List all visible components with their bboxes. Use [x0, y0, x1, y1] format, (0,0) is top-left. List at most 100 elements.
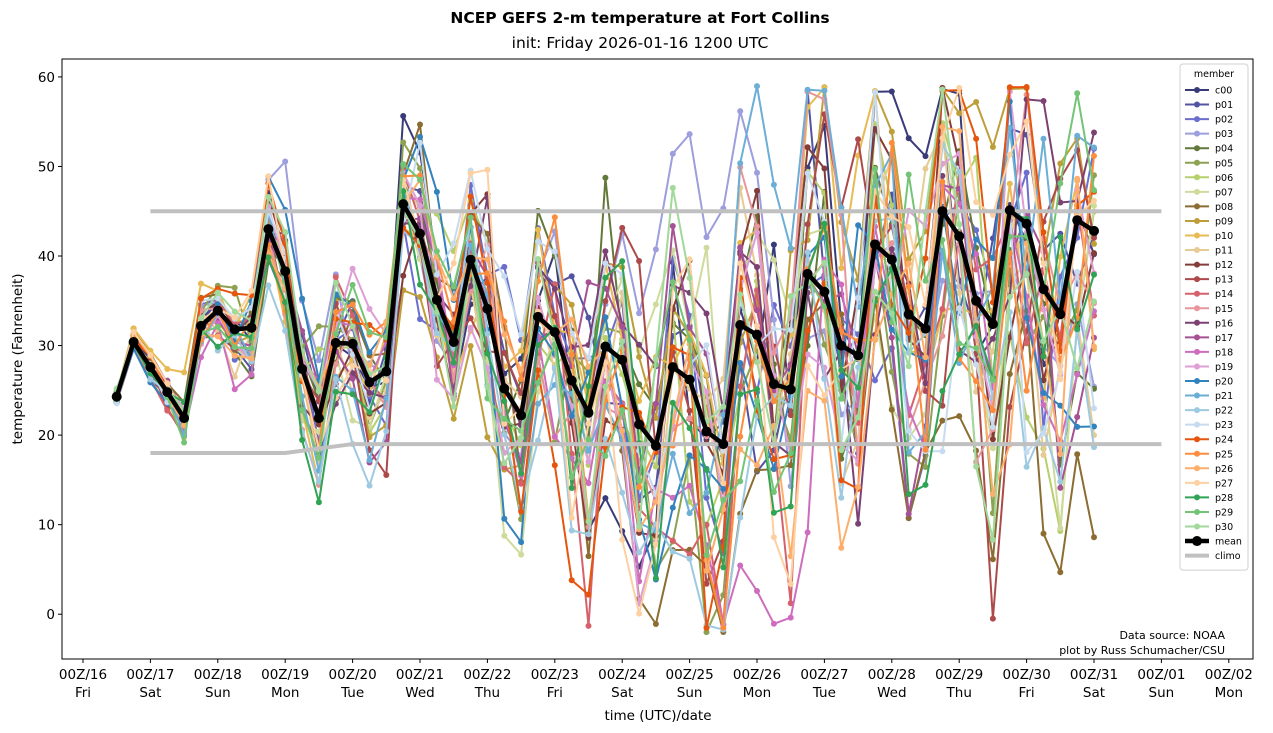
data-point-p15: [686, 415, 693, 422]
climo-layer: [150, 209, 1162, 456]
data-point-p14: [737, 383, 744, 390]
data-point-p26: [484, 256, 491, 263]
mean-data-point: [111, 391, 122, 402]
data-point-p20: [855, 222, 862, 229]
y-tick-label: 20: [38, 428, 55, 444]
data-point-p27: [804, 362, 811, 369]
legend: member c00 p01 p02 p03 p04 p05 p06 p07 p08 p09 p10…: [1179, 63, 1249, 571]
data-point-p26: [855, 484, 862, 490]
data-point-p28: [956, 351, 963, 358]
data-point-p17: [888, 334, 895, 341]
legend-label: p19: [1215, 362, 1233, 373]
data-point-p01: [568, 273, 575, 280]
data-point-p28: [501, 398, 508, 405]
data-point-p29: [737, 478, 744, 485]
data-point-p27: [619, 536, 626, 543]
legend-swatch-marker: [1194, 130, 1200, 137]
legend-label: p29: [1215, 507, 1233, 518]
data-point-p27: [636, 610, 643, 617]
data-point-p29: [568, 474, 575, 481]
data-point-p25: [551, 214, 558, 221]
data-point-p27: [450, 260, 457, 267]
x-tick-label: 00Z/23: [531, 667, 579, 683]
data-point-p16: [551, 286, 558, 292]
legend-item-p29: p29: [1185, 507, 1233, 518]
data-point-p18: [1074, 371, 1081, 378]
data-point-p17: [619, 323, 626, 330]
climo-low-line: [150, 442, 1162, 456]
legend-item-p26: p26: [1185, 464, 1233, 475]
legend-swatch-marker: [1194, 247, 1200, 254]
data-point-p03: [770, 316, 777, 323]
data-point-p25: [973, 378, 980, 384]
data-point-p17: [652, 400, 659, 407]
legend-item-c00: c00: [1185, 86, 1232, 97]
data-point-p13: [619, 224, 626, 231]
data-point-p22: [265, 282, 272, 289]
data-point-p30: [1040, 338, 1047, 345]
mean-data-point: [263, 224, 274, 235]
data-point-p05: [821, 341, 828, 348]
data-point-p13: [686, 407, 693, 414]
data-point-p29: [838, 395, 845, 402]
x-tick-dow-label: Wed: [877, 685, 906, 701]
data-point-c00: [922, 153, 929, 160]
data-point-p30: [619, 338, 626, 345]
data-point-p30: [737, 291, 744, 298]
data-point-p19: [585, 458, 592, 465]
data-point-p23: [905, 427, 912, 434]
data-point-p27: [164, 380, 171, 387]
data-point-p25: [450, 318, 457, 325]
data-point-p20: [214, 301, 221, 308]
data-point-p21: [804, 86, 811, 93]
legend-label: p06: [1215, 173, 1233, 184]
data-point-c00: [602, 495, 609, 502]
mean-data-point: [297, 363, 308, 374]
data-point-p20: [1057, 402, 1064, 409]
data-point-p09: [652, 415, 659, 421]
data-point-p17: [754, 307, 760, 314]
data-point-p29: [956, 340, 963, 347]
data-point-p26: [366, 362, 373, 369]
legend-swatch-marker: [1194, 145, 1200, 152]
x-tick-dow-label: Thu: [946, 685, 972, 701]
mean-data-point: [364, 377, 375, 388]
data-point-p13: [1006, 404, 1013, 410]
data-point-p22: [804, 249, 811, 256]
data-point-p13: [602, 298, 609, 305]
legend-swatch-marker: [1194, 116, 1200, 123]
data-point-p19: [535, 294, 541, 301]
data-point-p28: [737, 391, 744, 398]
data-point-p28: [265, 254, 272, 261]
data-point-p23: [770, 325, 777, 332]
data-point-p22: [484, 330, 491, 337]
data-point-p03: [669, 150, 676, 157]
data-point-p24: [669, 344, 676, 351]
legend-swatch-marker: [1194, 436, 1200, 443]
x-tick-dow-label: Sat: [1083, 685, 1105, 701]
data-point-p25: [1023, 387, 1030, 394]
data-point-p30: [636, 523, 643, 530]
x-tick-dow-label: Fri: [547, 685, 563, 701]
x-tick-label: 00Z/19: [261, 667, 309, 683]
data-point-p28: [939, 388, 946, 394]
mean-data-point: [448, 337, 459, 347]
data-point-p22: [535, 437, 541, 444]
x-tick-dow-label: Fri: [75, 685, 91, 701]
legend-box: [1179, 63, 1249, 571]
data-point-p08: [956, 413, 963, 420]
data-point-p29: [315, 455, 322, 461]
data-point-p27: [737, 260, 744, 267]
data-point-p29: [231, 344, 238, 351]
legend-item-p02: p02: [1185, 115, 1233, 126]
data-point-p10: [181, 369, 188, 376]
data-point-p20: [1091, 423, 1097, 430]
data-point-p18: [770, 620, 777, 627]
data-point-p03: [686, 131, 693, 138]
data-point-p26: [754, 462, 760, 469]
data-point-p21: [1091, 144, 1097, 151]
data-point-p26: [568, 316, 575, 323]
data-point-p26: [737, 446, 744, 453]
data-point-p22: [1057, 478, 1064, 485]
legend-label: p03: [1215, 129, 1233, 140]
